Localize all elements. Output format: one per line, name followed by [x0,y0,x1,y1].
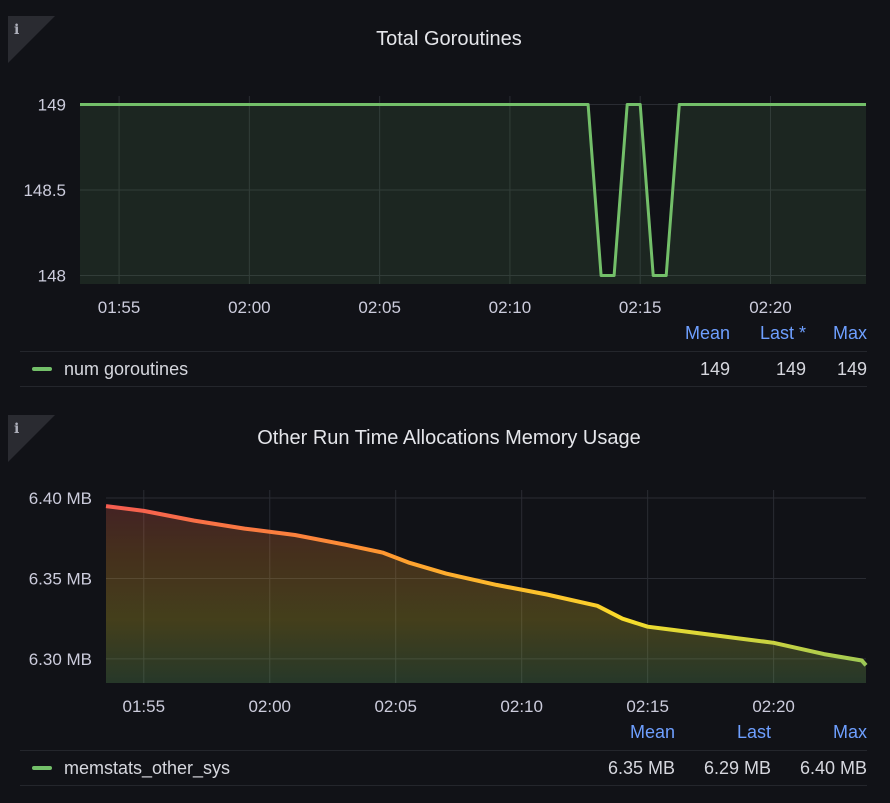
legend-header-last[interactable]: Last [736,722,771,742]
info-icon[interactable]: i [14,22,20,38]
x-tick-label: 02:00 [248,697,291,716]
series-area-fill [106,506,866,683]
panel-info-corner[interactable] [8,16,55,63]
x-tick-label: 01:55 [123,697,166,716]
x-tick-label: 01:55 [98,298,141,317]
panel-title: Total Goroutines [376,28,522,50]
y-tick-label: 6.35 MB [29,569,92,588]
x-tick-label: 02:10 [500,697,543,716]
legend-header-max[interactable]: Max [832,323,867,343]
legend-header-mean[interactable]: Mean [629,722,675,742]
y-tick-label: 6.30 MB [29,650,92,669]
legend-mean-value: 149 [699,359,730,379]
legend-row[interactable]: num goroutines 149 149 149 [20,351,867,387]
legend-max-value: 149 [836,359,867,379]
memory-panel: i Other Run Time Allocations Memory Usag… [8,415,890,803]
legend-max-value: 6.40 MB [799,758,867,778]
goroutines-chart[interactable]: 01:55 02:00 02:05 02:10 02:15 02:20 149 148.5 14… [8,16,890,326]
x-tick-label: 02:10 [489,298,532,317]
y-tick-label: 148.5 [23,181,66,200]
series-line[interactable] [105,504,868,667]
y-tick-label: 148 [38,266,66,285]
legend-header-mean[interactable]: Mean [684,323,730,343]
series-area-fill [80,104,866,284]
legend-color-swatch [32,367,52,371]
memory-chart[interactable]: 01:55 02:00 02:05 02:10 02:15 02:20 6.40 MB 6.3… [8,415,890,725]
info-icon[interactable]: i [14,421,20,437]
legend-header-last[interactable]: Last * [759,323,806,343]
panel-title: Other Run Time Allocations Memory Usage [257,427,641,449]
legend-mean-value: 6.35 MB [607,758,675,778]
x-tick-label: 02:20 [752,697,795,716]
x-tick-label: 02:00 [228,298,271,317]
series-line[interactable] [80,103,866,277]
panel-info-corner[interactable] [8,415,55,462]
legend-series-name[interactable]: num goroutines [64,359,189,379]
legend-row[interactable]: memstats_other_sys 6.35 MB 6.29 MB 6.40 … [20,750,867,786]
legend-series-name[interactable]: memstats_other_sys [64,758,231,778]
legend-header-max[interactable]: Max [832,722,867,742]
legend-last-value: 6.29 MB [703,758,771,778]
y-tick-label: 6.40 MB [29,489,92,508]
x-tick-label: 02:05 [358,298,401,317]
x-tick-label: 02:05 [374,697,417,716]
y-tick-label: 149 [38,96,66,115]
legend-color-swatch [32,766,52,770]
x-tick-label: 02:15 [626,697,669,716]
x-tick-label: 02:20 [749,298,792,317]
x-tick-label: 02:15 [619,298,662,317]
legend-last-value: 149 [775,359,806,379]
goroutines-panel: i Total Goroutines 01:55 02:00 02:05 02:10 0… [8,16,890,396]
